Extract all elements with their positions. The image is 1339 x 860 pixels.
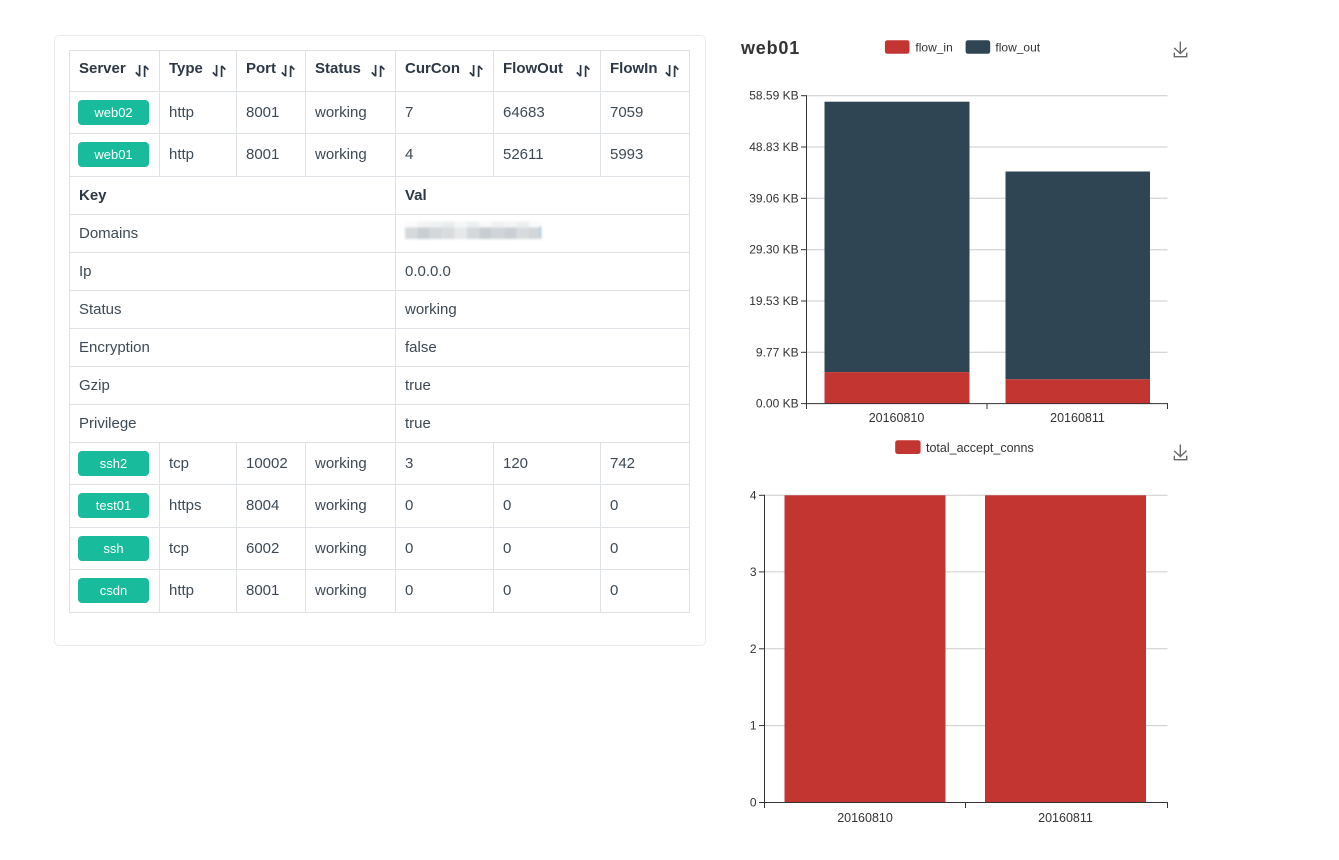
svg-text:20160811: 20160811: [1038, 811, 1093, 825]
svg-text:20160810: 20160810: [837, 811, 893, 825]
svg-text:web01: web01: [740, 38, 800, 58]
svg-text:20160811: 20160811: [1050, 411, 1105, 425]
svg-text:3: 3: [750, 565, 757, 579]
svg-text:20160810: 20160810: [869, 411, 925, 425]
svg-text:48.83 KB: 48.83 KB: [749, 140, 798, 154]
svg-text:0.00 KB: 0.00 KB: [756, 397, 799, 411]
svg-text:9.77 KB: 9.77 KB: [756, 345, 799, 359]
svg-text:total_accept_conns: total_accept_conns: [926, 441, 1034, 455]
svg-text:flow_in: flow_in: [915, 41, 952, 55]
svg-text:39.06 KB: 39.06 KB: [749, 191, 798, 205]
svg-text:2: 2: [750, 642, 757, 656]
svg-text:29.30 KB: 29.30 KB: [749, 243, 798, 257]
svg-text:19.53 KB: 19.53 KB: [749, 294, 798, 308]
svg-text:58.59 KB: 58.59 KB: [749, 89, 798, 103]
svg-text:1: 1: [750, 719, 757, 733]
svg-text:0: 0: [750, 796, 757, 810]
svg-text:flow_out: flow_out: [995, 41, 1040, 55]
svg-text:4: 4: [750, 488, 757, 502]
